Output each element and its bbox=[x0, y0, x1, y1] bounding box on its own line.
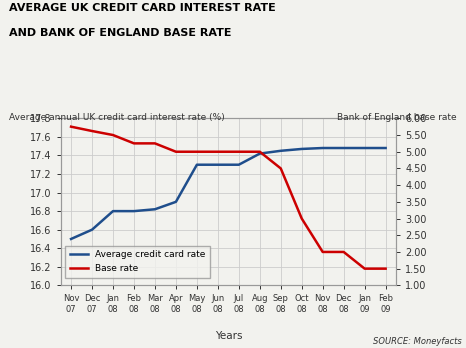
Text: AND BANK OF ENGLAND BASE RATE: AND BANK OF ENGLAND BASE RATE bbox=[9, 28, 232, 38]
Legend: Average credit card rate, Base rate: Average credit card rate, Base rate bbox=[65, 246, 210, 277]
Text: Bank of England base rate: Bank of England base rate bbox=[337, 113, 457, 122]
Text: Years: Years bbox=[214, 331, 242, 341]
Text: SOURCE: Moneyfacts: SOURCE: Moneyfacts bbox=[373, 337, 461, 346]
Text: AVERAGE UK CREDIT CARD INTEREST RATE: AVERAGE UK CREDIT CARD INTEREST RATE bbox=[9, 3, 276, 14]
Text: Average annual UK credit card interest rate (%): Average annual UK credit card interest r… bbox=[9, 113, 225, 122]
